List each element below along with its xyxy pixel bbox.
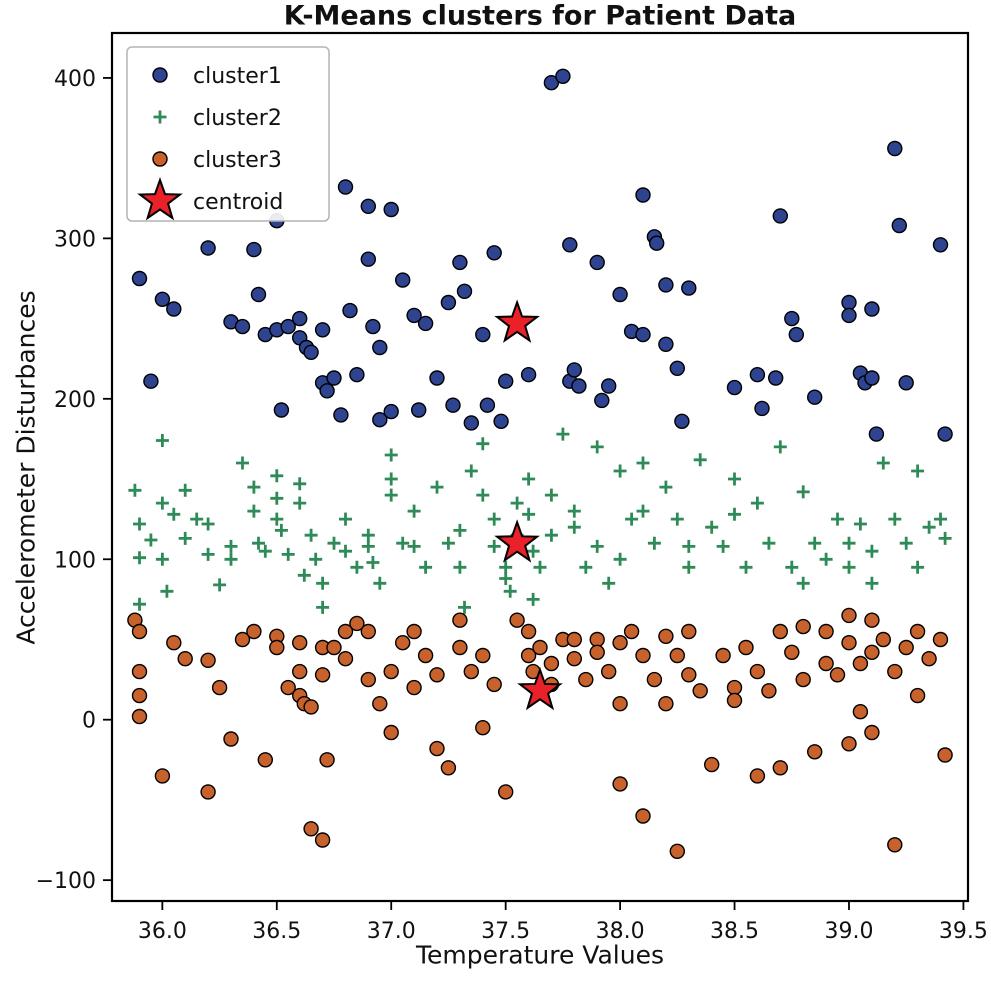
y-tick-label: 200 — [54, 388, 96, 413]
x-tick-label: 39.5 — [939, 919, 988, 944]
y-tick-label: 0 — [82, 709, 96, 734]
plot-border — [110, 31, 970, 903]
x-tick-label: 36.5 — [252, 919, 301, 944]
y-tick-label: 100 — [54, 548, 96, 573]
x-tick-label: 36.0 — [138, 919, 187, 944]
x-tick-label: 37.5 — [481, 919, 530, 944]
legend-label-cluster2: cluster2 — [193, 106, 282, 131]
y-tick-label: 300 — [54, 227, 96, 252]
chart-title: K-Means clusters for Patient Data — [283, 0, 797, 32]
x-tick-label: 37.0 — [367, 919, 416, 944]
x-axis-ticks: 36.0 36.5 37.0 37.5 38.0 38.5 39.0 39.5 — [138, 901, 988, 944]
x-tick-label: 38.0 — [596, 919, 645, 944]
series-centroid — [494, 299, 563, 711]
x-tick-label: 39.0 — [824, 919, 873, 944]
legend-label-cluster1: cluster1 — [193, 64, 282, 89]
y-tick-label: −100 — [36, 869, 96, 894]
x-axis-label: Temperature Values — [416, 940, 664, 970]
series-cluster3 — [127, 607, 953, 859]
legend-label-cluster3: cluster3 — [193, 148, 282, 173]
x-tick-label: 38.5 — [710, 919, 759, 944]
legend: cluster1 cluster2 cluster3 centroid — [126, 46, 330, 222]
series-cluster1 — [131, 68, 953, 442]
y-axis-ticks: −100 0 100 200 300 400 — [36, 67, 112, 894]
y-tick-label: 400 — [54, 67, 96, 92]
legend-label-centroid: centroid — [193, 190, 283, 215]
series-cluster2 — [128, 427, 952, 614]
